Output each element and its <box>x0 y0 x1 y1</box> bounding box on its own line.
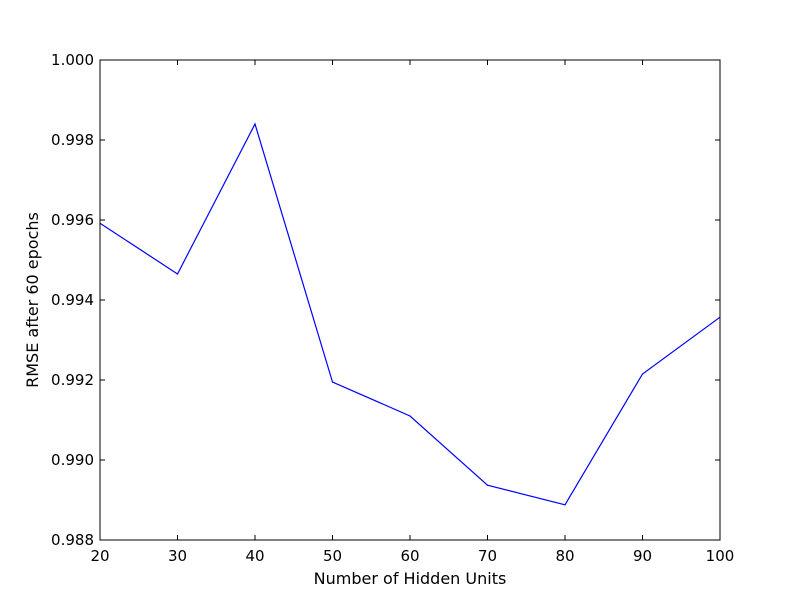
y-tick-label: 0.992 <box>51 371 94 389</box>
plot-area <box>100 60 720 540</box>
data-point <box>331 381 334 383</box>
data-point <box>409 415 411 417</box>
x-tick-label: 50 <box>323 547 342 565</box>
x-axis-tick-labels: 20 30 40 50 60 70 80 90 100 <box>90 547 734 565</box>
plot-frame <box>99 59 721 541</box>
data-point <box>564 504 566 506</box>
x-tick-label: 40 <box>245 547 264 565</box>
y-tick-label: 0.996 <box>51 211 94 229</box>
x-tick-label: 70 <box>478 547 497 565</box>
x-axis-label: Number of Hidden Units <box>314 569 507 588</box>
y-tick-label: 0.998 <box>51 131 94 149</box>
y-tick-label: 0.990 <box>51 451 94 469</box>
data-point <box>486 484 489 486</box>
data-point <box>176 273 179 275</box>
x-tick-label: 90 <box>633 547 652 565</box>
x-tick-label: 20 <box>90 547 109 565</box>
y-tick-label: 1.000 <box>51 51 94 69</box>
data-point <box>641 373 644 375</box>
y-axis-label: RMSE after 60 epochs <box>23 212 42 388</box>
x-tick-label: 60 <box>400 547 419 565</box>
y-tick-label: 0.988 <box>51 531 94 549</box>
y-tick-label: 0.994 <box>51 291 94 309</box>
y-axis-tick-labels: 0.988 0.990 0.992 0.994 0.996 0.998 1.000 <box>51 51 94 549</box>
data-point <box>254 123 256 125</box>
x-tick-label: 30 <box>168 547 187 565</box>
x-tick-label: 100 <box>706 547 735 565</box>
x-tick-label: 80 <box>555 547 574 565</box>
